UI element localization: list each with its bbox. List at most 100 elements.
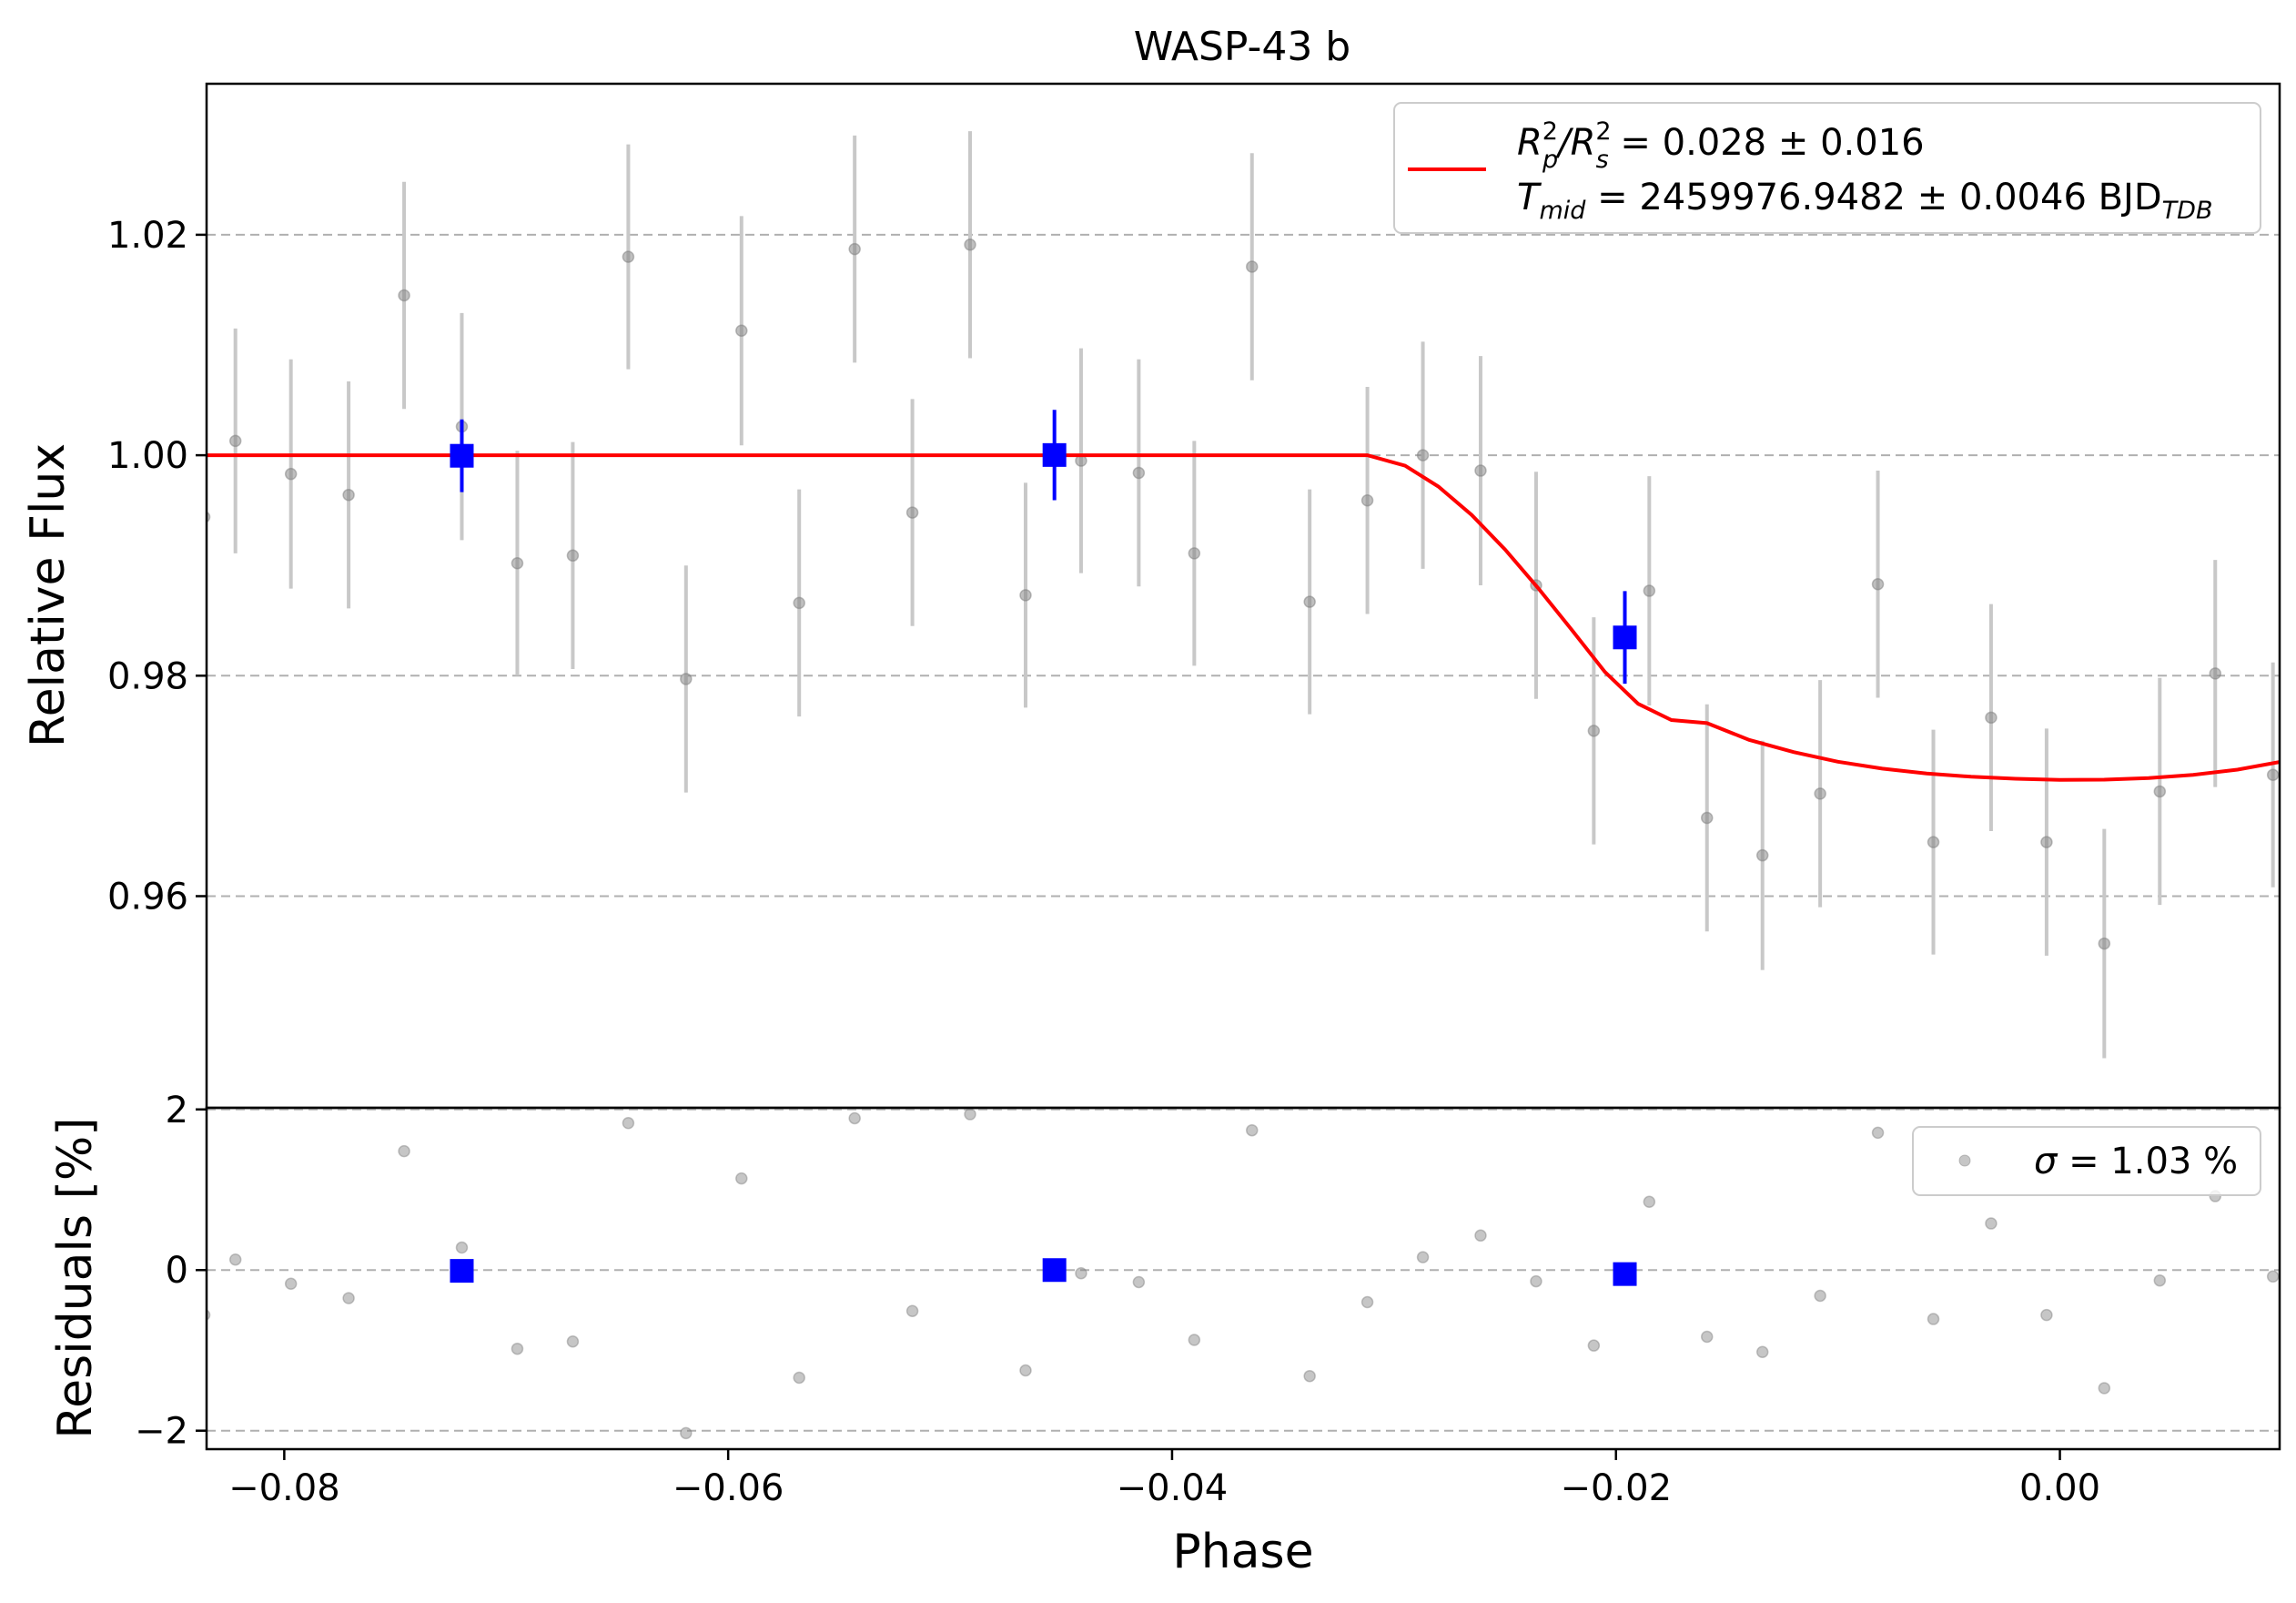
residual-point	[1132, 1275, 1146, 1289]
binned-residual-point	[1613, 1262, 1637, 1286]
data-point	[1871, 578, 1885, 591]
data-point	[1246, 260, 1259, 273]
x-tick-label: −0.06	[673, 1467, 784, 1509]
data-point	[1587, 725, 1601, 737]
binned-point	[450, 443, 474, 468]
residual-point	[2153, 1273, 2167, 1287]
data-point	[2209, 667, 2222, 680]
residuals-data-points	[207, 1108, 2280, 1440]
data-point	[342, 488, 355, 502]
residual-point	[284, 1277, 298, 1290]
data-point	[1019, 589, 1032, 602]
data-point	[2040, 836, 2053, 848]
residual-point	[1985, 1217, 1998, 1230]
residual-point	[735, 1172, 748, 1185]
residual-point	[1416, 1251, 1430, 1263]
binned-point	[1613, 625, 1637, 650]
residual-point	[455, 1241, 469, 1254]
residuals-panel: −2 0 2 −0.08 −0.06 −0.04 −0.02 0.00 Residuals …	[48, 1090, 2281, 1579]
x-axis-label: Phase	[1172, 1525, 1313, 1579]
residuals-y-tick-label: 2	[166, 1090, 188, 1131]
lightcurve-binned-points	[450, 410, 1637, 685]
transit-model-line	[207, 453, 2280, 782]
data-point	[905, 506, 919, 519]
residuals-y-tick-label: 0	[166, 1250, 188, 1292]
residual-point	[1360, 1295, 1374, 1309]
residual-point	[1474, 1229, 1487, 1243]
residual-point	[2098, 1382, 2111, 1395]
residual-point	[1075, 1267, 1087, 1280]
legend-depth-entry: R2 p/R2 s = 0.028 ± 0.016	[1517, 117, 1925, 174]
residual-point	[1927, 1313, 1940, 1325]
residual-point	[1019, 1364, 1032, 1377]
residual-point	[342, 1292, 355, 1304]
residuals-axes-frame	[205, 1106, 2281, 1451]
lightcurve-legend: R2 p/R2 s = 0.028 ± 0.016 Tmid = 2459976.9…	[1393, 102, 2261, 234]
data-point	[735, 324, 748, 338]
residuals-legend: σ = 1.03 %	[1912, 1126, 2261, 1196]
residual-point	[1755, 1345, 1769, 1358]
lightcurve-y-tick-label: 0.98	[107, 655, 188, 697]
residual-point	[1303, 1369, 1316, 1383]
data-point	[1927, 836, 1940, 848]
lightcurve-legend-box	[1393, 102, 2261, 234]
data-point	[511, 557, 524, 570]
x-tick-label: −0.02	[1560, 1467, 1672, 1509]
binned-residual-point	[1042, 1258, 1067, 1283]
residual-point	[905, 1304, 919, 1317]
residuals-legend-box	[1912, 1126, 2261, 1196]
x-tick-label: −0.04	[1117, 1467, 1229, 1509]
residuals-legend-marker	[1958, 1154, 1971, 1167]
residuals-binned-points	[450, 1258, 1637, 1286]
lightcurve-y-axis-label: Relative Flux	[21, 443, 76, 747]
data-point	[1814, 787, 1826, 800]
residual-point	[793, 1371, 805, 1385]
residuals-gridlines	[207, 1108, 2280, 1432]
data-point	[2153, 785, 2167, 798]
x-axis-ticks: −0.08 −0.06 −0.04 −0.02 0.00	[228, 1449, 2100, 1509]
data-point	[1360, 494, 1374, 507]
residual-point	[2266, 1270, 2280, 1283]
chart-title: WASP-43 b	[1134, 24, 1350, 70]
data-point	[1474, 464, 1487, 477]
x-tick-label: 0.00	[2019, 1467, 2100, 1509]
residual-point	[1814, 1289, 1826, 1303]
data-point	[1188, 547, 1201, 560]
residuals-legend-entry: σ = 1.03 %	[2034, 1141, 2238, 1182]
data-point	[1700, 811, 1714, 825]
binned-point	[1042, 442, 1067, 467]
data-point	[1132, 466, 1146, 480]
residual-point	[228, 1253, 242, 1266]
residual-point	[1643, 1195, 1656, 1208]
residuals-y-tick-label: −2	[135, 1411, 188, 1453]
lightcurve-data-points	[207, 238, 2280, 950]
data-point	[1755, 848, 1769, 862]
data-point	[1303, 595, 1316, 608]
residuals-y-axis-label: Residuals [%]	[48, 1117, 103, 1438]
data-point	[1416, 449, 1430, 462]
residual-point	[2040, 1308, 2053, 1322]
residual-point	[1871, 1126, 1885, 1140]
data-point	[964, 238, 976, 251]
data-point	[1643, 584, 1656, 597]
data-point	[284, 467, 298, 481]
lightcurve-y-tick-label: 0.96	[107, 876, 188, 918]
data-point	[848, 242, 861, 256]
residual-point	[848, 1111, 861, 1125]
data-point	[680, 673, 693, 685]
residual-point	[566, 1335, 580, 1348]
residual-point	[622, 1117, 635, 1130]
data-point	[398, 289, 410, 302]
x-tick-label: −0.08	[228, 1467, 340, 1509]
data-point	[2266, 768, 2280, 782]
lightcurve-y-ticks: 0.96 0.98 1.00 1.02	[107, 215, 207, 918]
legend-tmid-entry: Tmid = 2459976.9482 ± 0.0046 BJDTDB	[1517, 177, 2212, 225]
residual-point	[1530, 1274, 1542, 1288]
lightcurve-y-tick-label: 1.00	[107, 435, 188, 477]
data-point	[2098, 937, 2111, 950]
residual-point	[964, 1108, 976, 1121]
residual-point	[1188, 1334, 1201, 1346]
data-point	[566, 549, 580, 563]
residual-point	[398, 1144, 410, 1158]
